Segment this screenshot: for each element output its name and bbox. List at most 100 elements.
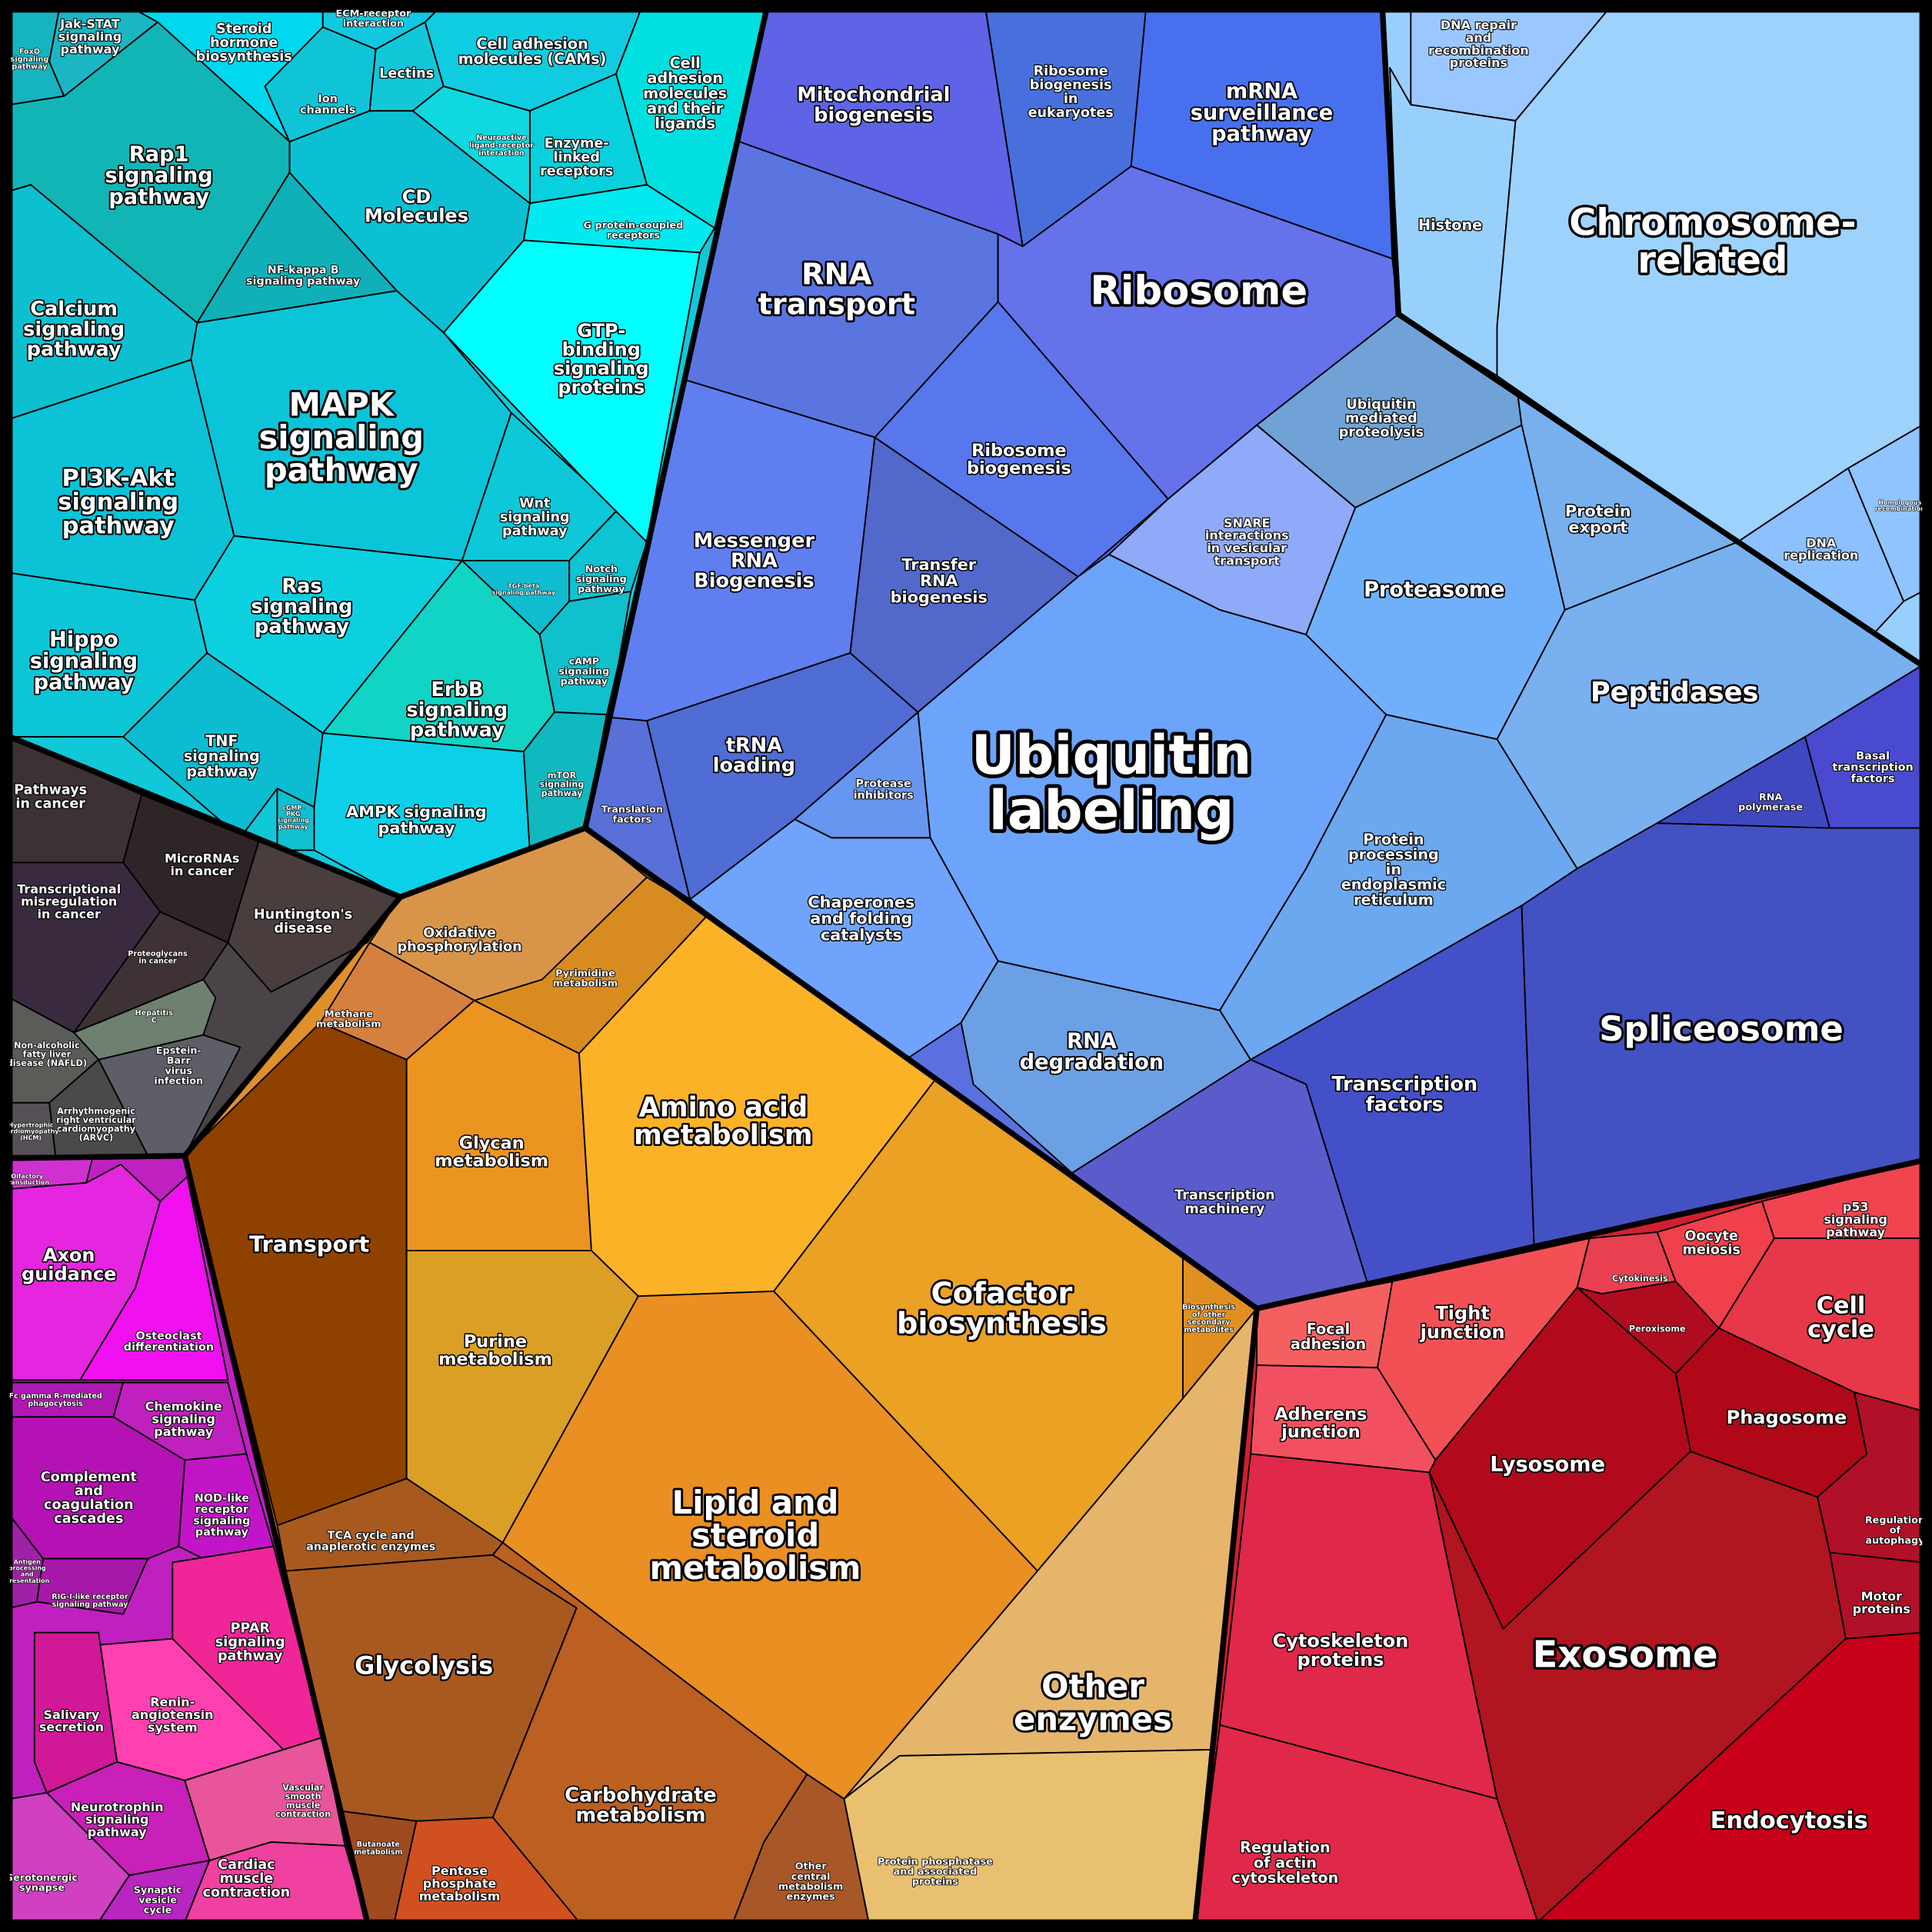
label-line: Oocyte <box>1685 1228 1738 1244</box>
label-line: and <box>75 1484 103 1499</box>
label-line: fatty liver <box>23 1049 72 1059</box>
label-line: and folding <box>810 909 912 928</box>
label-line: CD <box>402 186 431 208</box>
label-line: Hypertrophic <box>8 1121 53 1128</box>
cell-label: G protein-coupled receptors <box>584 220 684 242</box>
label-line: pathway <box>278 823 308 830</box>
label-line: PPAR <box>231 1621 271 1637</box>
label-line: interactions <box>1205 528 1289 542</box>
label-line: pathway <box>88 1824 147 1839</box>
label-line: cycle <box>144 1904 172 1916</box>
label-line: metabolites <box>1184 1326 1234 1334</box>
label-line: Epstein- <box>156 1045 202 1057</box>
label-line: Oxidative <box>423 925 496 941</box>
label-line: signaling <box>251 595 352 618</box>
cell-label: Protease inhibitors <box>854 778 914 802</box>
label-line: pathway <box>27 338 122 361</box>
label-line: mediated <box>1345 411 1417 427</box>
label-line: (HCM) <box>20 1134 42 1141</box>
label-line: Chromosome- <box>1569 202 1856 245</box>
label-line: Wnt <box>519 496 551 511</box>
label-line: Steroid <box>216 22 271 37</box>
label-line: signaling <box>1824 1212 1887 1227</box>
label-line: adhesion <box>1291 1335 1366 1353</box>
label-line: interaction <box>343 18 404 29</box>
cell-label: Axon guidance <box>22 1244 117 1285</box>
label-line: RNA <box>801 257 872 291</box>
label-line: catalysts <box>821 925 902 944</box>
label-line: Transcription <box>1174 1188 1275 1204</box>
cell-label: SNARE interactions in vesicular transport <box>1205 515 1289 568</box>
cell-label: Jak-STAT signaling pathway <box>58 16 122 56</box>
label-line: channels <box>300 105 355 117</box>
label-line: Ubiquitin <box>971 724 1252 787</box>
label-line: muscle <box>286 1800 321 1810</box>
label-line: enzymes <box>787 1890 836 1902</box>
cell-label: Calcium signaling pathway <box>23 298 125 361</box>
label-line: Proteoglycans <box>128 950 188 958</box>
label-line: ECM-receptor <box>336 8 412 19</box>
label-line: metabolism <box>435 1151 548 1171</box>
label-line: processing <box>1348 845 1439 863</box>
label-line: signaling <box>105 164 213 188</box>
label-line: Hepatitis <box>135 1009 174 1018</box>
label-line: endoplasmic <box>1341 875 1446 893</box>
cell-label: Glycan metabolism <box>435 1133 548 1171</box>
label-line: proteins <box>558 377 645 398</box>
label-line: metabolism <box>316 1018 381 1030</box>
label-line: FoxO <box>19 48 40 56</box>
label-line: signaling <box>554 358 649 379</box>
label-line: in cancer <box>138 958 177 966</box>
label-line: signaling <box>278 817 310 824</box>
cell-label: Ribosome <box>1090 268 1307 314</box>
label-line: pathway <box>154 1424 213 1438</box>
cell-label: Protein export <box>1565 501 1631 536</box>
label-line: pathway <box>541 788 583 798</box>
cell-label: Focal adhesion <box>1291 1320 1366 1353</box>
label-line: Arrhythmogenic <box>57 1107 135 1117</box>
cell-label: MAPK signaling pathway <box>258 385 424 488</box>
label-line: cAMP <box>569 656 600 668</box>
label-line: signaling <box>152 1411 215 1426</box>
cell-label: ErbB signaling pathway <box>406 678 508 741</box>
cell-label: FoxO signaling pathway <box>11 48 49 72</box>
label-line: cycle <box>1807 1316 1874 1343</box>
label-line: Molecules <box>365 205 468 226</box>
label-line: Rap1 <box>129 142 189 166</box>
label-line: Protein <box>1565 501 1631 520</box>
label-line: RNA <box>1759 791 1783 803</box>
label-line: and <box>21 1571 34 1577</box>
cell-label: Fc gamma R-mediated phagocytosis <box>8 1392 102 1408</box>
label-line: misregulation <box>21 894 117 908</box>
label-line: Salivary <box>43 1707 99 1721</box>
label-line: Protein phosphatase <box>878 1856 993 1867</box>
label-line: RNA <box>731 550 778 573</box>
label-line: pathway <box>561 676 608 688</box>
label-line: signaling <box>23 318 125 341</box>
label-line: system <box>148 1720 198 1734</box>
cell-label: Rap1 signaling pathway <box>105 142 213 209</box>
cell-label: Steroid hormone biosynthesis <box>196 22 292 65</box>
label-line: processing <box>8 1564 46 1571</box>
cell <box>843 1748 1214 1924</box>
label-line: surveillance <box>1191 101 1334 125</box>
label-line: guidance <box>22 1264 117 1285</box>
cell-layer <box>8 8 1924 1924</box>
label-line: DNA <box>1806 535 1837 550</box>
label-line: biogenesis <box>891 588 988 606</box>
label-line: Ribosome <box>971 441 1067 461</box>
cell-label: Olfactory transduction <box>5 1173 49 1186</box>
cell-label: Motor proteins <box>1853 1589 1910 1616</box>
label-line: Olfactory <box>11 1173 43 1180</box>
cell-label: Serotonergic synapse <box>6 1872 78 1894</box>
cell-label: Proteasome <box>1364 578 1505 601</box>
cell-label: Oocyte meiosis <box>1683 1228 1740 1257</box>
label-line: Glycan <box>459 1133 525 1153</box>
label-line: Chaperones <box>808 893 914 911</box>
label-line: disease (NAFLD) <box>7 1058 87 1068</box>
cell <box>79 1175 229 1381</box>
cell <box>36 1557 149 1615</box>
label-line: signaling <box>193 1515 250 1527</box>
cell-label: Neurotrophin signaling pathway <box>71 1799 164 1839</box>
